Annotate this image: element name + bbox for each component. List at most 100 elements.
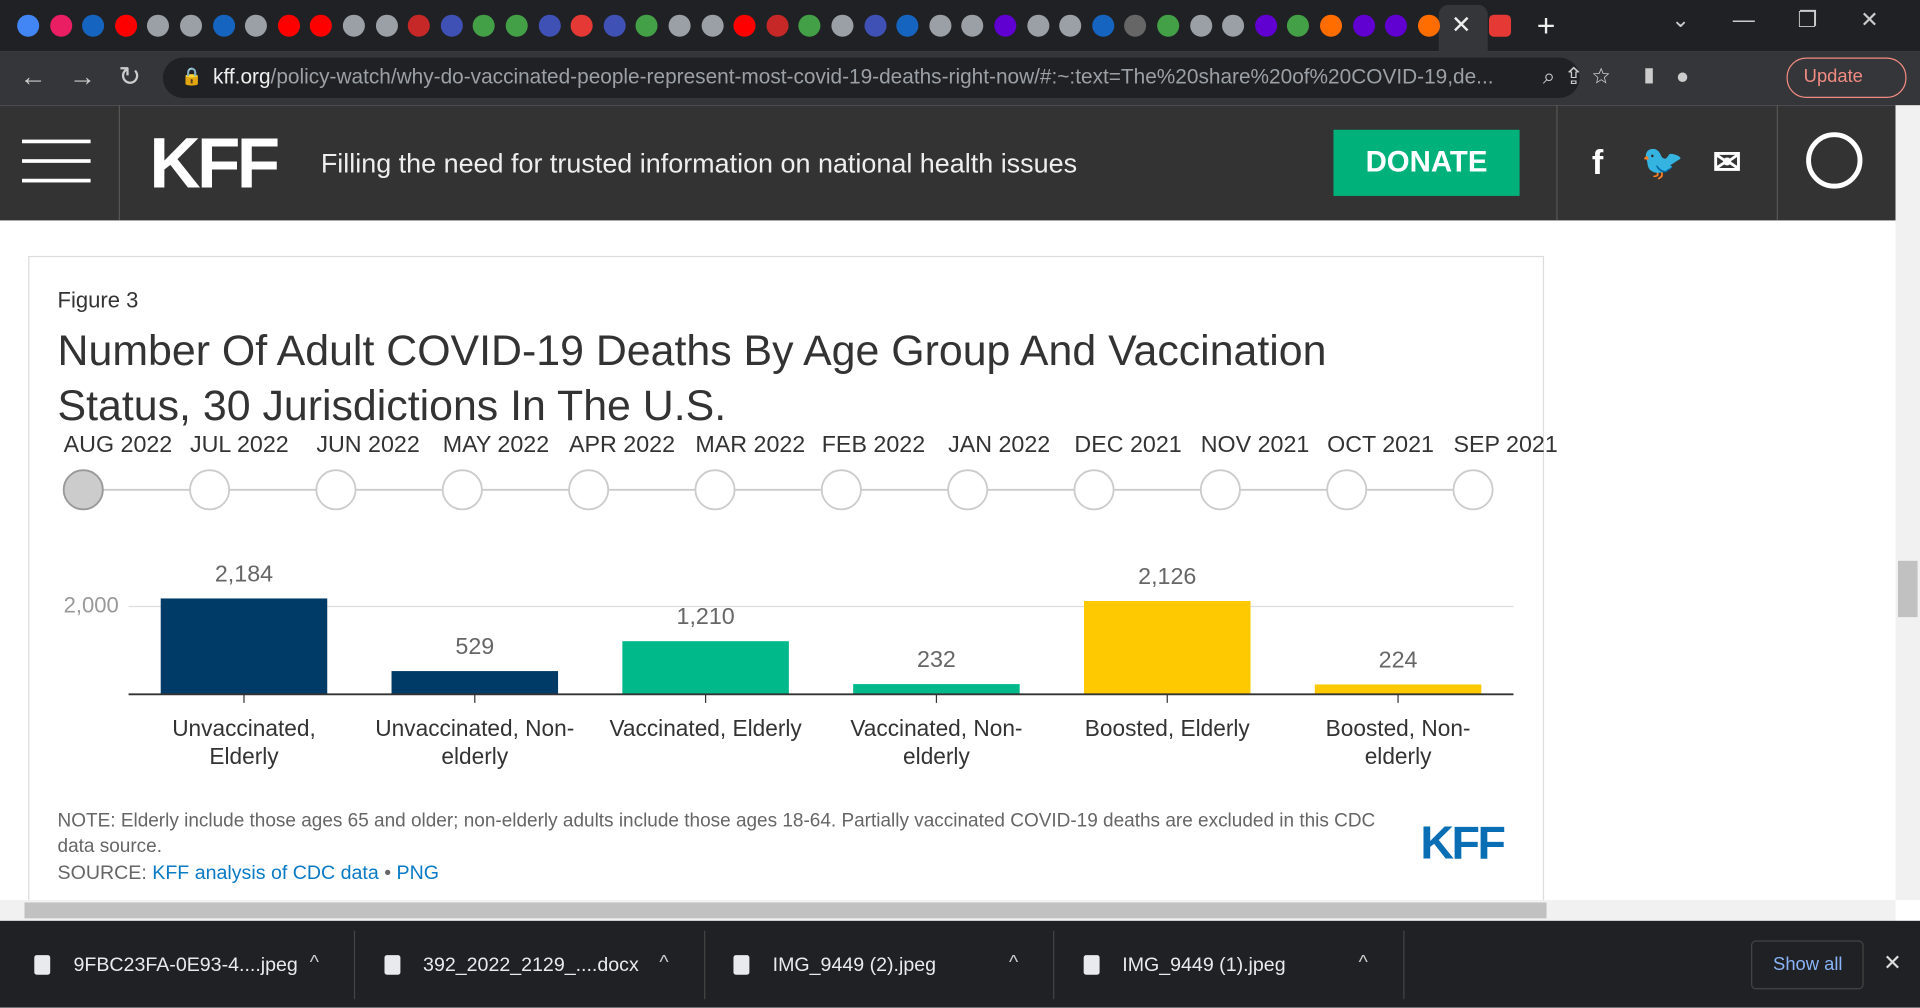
show-all-button[interactable] (1751, 940, 1864, 990)
tab-icon[interactable] (82, 14, 105, 37)
new-tab[interactable]: + (1536, 7, 1556, 45)
address-bar[interactable] (162, 57, 1580, 98)
timeline-label[interactable]: OCT 2021 (1327, 431, 1434, 457)
tab-icon[interactable] (994, 14, 1017, 37)
download-menu[interactable]: ^ (1358, 952, 1368, 974)
timeline-stop[interactable] (441, 469, 483, 511)
download-icon[interactable] (733, 955, 750, 975)
search-icon[interactable] (1806, 132, 1863, 189)
tab-icon[interactable] (1254, 14, 1277, 37)
nav-buttons[interactable]: ← → ↻ (19, 61, 141, 92)
tab-icon[interactable] (863, 14, 887, 37)
download-icon[interactable] (383, 955, 400, 975)
timeline-label[interactable]: MAR 2022 (695, 431, 805, 457)
download-menu[interactable]: ^ (309, 952, 319, 974)
tab-icon[interactable] (766, 14, 789, 37)
source-link[interactable]: KFF analysis of CDC data (152, 863, 379, 885)
close-tab[interactable]: ✕ (1451, 12, 1472, 40)
tab-icon[interactable] (147, 14, 170, 37)
timeline-label[interactable]: NOV 2021 (1201, 431, 1310, 457)
tab-icon[interactable] (505, 14, 528, 37)
h-thumb[interactable] (24, 902, 1547, 919)
tab-icon[interactable] (1189, 14, 1212, 37)
v-scrollbar[interactable] (1895, 105, 1920, 901)
timeline-stop[interactable] (1199, 469, 1241, 511)
download-file[interactable]: 392_2022_2129_....docx (423, 955, 639, 976)
timeline-label[interactable]: JAN 2022 (948, 431, 1050, 457)
close-downloads[interactable]: ✕ (1883, 950, 1902, 975)
tab-icon[interactable] (1091, 14, 1115, 37)
tab-icon[interactable] (831, 14, 854, 37)
tab-icon[interactable] (342, 14, 365, 37)
tab-icon[interactable] (896, 14, 919, 37)
tab-icon[interactable] (929, 14, 952, 37)
timeline-stop[interactable] (62, 469, 104, 511)
timeline-stop[interactable] (315, 469, 357, 511)
tab-icon[interactable] (473, 14, 496, 37)
tab-icon[interactable] (538, 14, 561, 37)
timeline-stop[interactable] (1326, 469, 1368, 511)
tab-icon[interactable] (1417, 14, 1440, 37)
timeline-stop[interactable] (568, 469, 610, 511)
tab-icon[interactable] (245, 14, 268, 37)
timeline-stop[interactable] (1452, 469, 1494, 511)
timeline-stop[interactable] (694, 469, 736, 511)
download-icon[interactable] (34, 955, 51, 975)
tab-icon[interactable] (310, 14, 333, 37)
tab-icon[interactable] (1222, 14, 1245, 37)
download-file[interactable]: 9FBC23FA-0E93-4....jpeg (73, 955, 298, 976)
tab-icon[interactable] (1320, 14, 1343, 37)
menu[interactable] (22, 139, 91, 144)
timeline-label[interactable]: APR 2022 (569, 431, 675, 457)
tab-icon[interactable] (701, 14, 724, 37)
tab-icon[interactable] (1059, 14, 1082, 37)
window-controls[interactable]: ⌄ — ❐ ✕ (1671, 7, 1879, 32)
tab-icon[interactable] (407, 14, 431, 37)
tab-icon[interactable] (114, 14, 137, 37)
tab-icon[interactable] (277, 14, 300, 37)
toolbar-icons[interactable]: ⌕ ⇪ ☆ ▮ ● (1542, 63, 1690, 89)
tab-icon[interactable] (603, 14, 626, 37)
tab-icon[interactable] (375, 14, 398, 37)
download-icon[interactable] (1083, 955, 1099, 975)
download-file[interactable]: IMG_9449 (1).jpeg (1122, 955, 1286, 976)
timeline-label[interactable]: DEC 2021 (1074, 431, 1181, 457)
show-all-label[interactable]: Show all (1773, 953, 1843, 975)
timeline-stop[interactable] (820, 469, 862, 511)
tab-icon[interactable] (1157, 14, 1180, 37)
tab-icon[interactable] (1124, 14, 1147, 37)
update-button[interactable] (1786, 57, 1907, 98)
timeline-label[interactable]: AUG 2022 (64, 431, 173, 457)
timeline-stop[interactable] (189, 469, 231, 511)
tab-icon[interactable] (668, 14, 691, 37)
donate-button[interactable]: DONATE (1333, 129, 1520, 196)
site-logo[interactable]: KFF (149, 123, 280, 204)
tab-icon[interactable] (49, 14, 72, 37)
tab-icon[interactable] (1026, 14, 1049, 37)
download-menu[interactable]: ^ (1008, 952, 1019, 974)
timeline-label[interactable]: FEB 2022 (822, 431, 925, 457)
update-label[interactable]: Update (1803, 66, 1863, 87)
tab-icon[interactable] (798, 14, 821, 37)
tab-icon[interactable] (1352, 14, 1375, 37)
tab-icon[interactable] (1488, 14, 1512, 37)
tab-icon[interactable] (1385, 14, 1408, 37)
tab-icon[interactable] (1287, 14, 1310, 37)
timeline-label[interactable]: JUL 2022 (190, 431, 289, 457)
tab-icon[interactable] (635, 14, 659, 37)
social-icons[interactable]: f 🐦 ✉ (1591, 143, 1742, 182)
tab-icon[interactable] (180, 14, 203, 37)
active-tab[interactable] (1438, 4, 1488, 52)
tab-icon[interactable] (212, 14, 235, 37)
timeline-label[interactable]: MAY 2022 (443, 431, 549, 457)
download-file[interactable]: IMG_9449 (2).jpeg (772, 955, 937, 976)
tab-icon[interactable] (961, 14, 984, 37)
timeline-stop[interactable] (947, 469, 989, 511)
tab-icon[interactable] (570, 14, 593, 37)
tab-icon[interactable] (440, 14, 463, 37)
png-link[interactable]: PNG (396, 863, 439, 885)
timeline-label[interactable]: SEP 2021 (1453, 431, 1557, 457)
tab-icon[interactable] (733, 14, 756, 37)
timeline-label[interactable]: JUN 2022 (316, 431, 419, 457)
tab-icon[interactable] (17, 14, 40, 37)
